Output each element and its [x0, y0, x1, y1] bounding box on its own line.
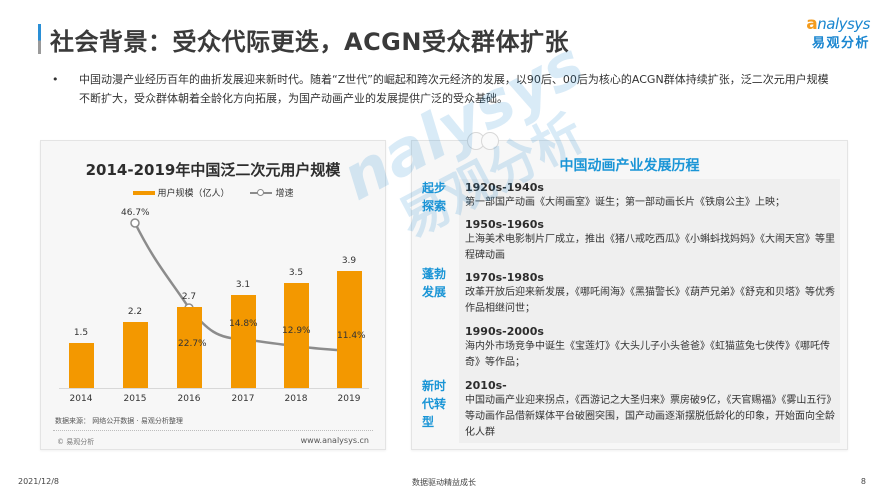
entry-desc: 上海美术电影制片厂成立，推出《猪八戒吃西瓜》《小蝌蚪找妈妈》《大闹天宫》等里程碑… — [465, 234, 835, 261]
x-tick-label: 2019 — [337, 394, 361, 404]
copyright: © 易观分析 — [57, 438, 95, 446]
page-title: 社会背景：受众代际更迭，ACGN受众群体扩张 — [50, 28, 569, 56]
x-tick-label: 2016 — [177, 394, 201, 404]
page-number: 8 — [860, 477, 866, 486]
timeline-entry: 1990s-2000s 海内外市场竞争中诞生《宝莲灯》《大头儿子小头爸爸》《虹猫… — [465, 325, 835, 371]
bar-2015 — [122, 322, 148, 388]
phase-label-line: 探索 — [422, 199, 447, 213]
phase-label-line: 蓬勃 — [422, 267, 447, 281]
legend-line-label: 增速 — [275, 189, 294, 199]
legend-line-swatch-icon — [250, 188, 273, 196]
phase-label-start: 起步 探索 — [422, 179, 452, 215]
entry-era: 1970s-1980s — [465, 271, 544, 284]
phase-label-line: 新时 — [422, 379, 447, 393]
bar-2019 — [336, 271, 362, 388]
timeline-entry: 1920s-1940s 第一部国产动画《大闹画室》诞生；第一部动画长片《铁扇公主… — [465, 181, 835, 211]
chart-plot-area: 1.5 2014 2.2 2015 2.7 2016 3.1 2017 3.5 2018 3.9 20… — [41, 141, 387, 451]
entry-era: 1920s-1940s — [465, 181, 544, 194]
phase-label-line: 起步 — [422, 181, 447, 195]
timeline-background — [459, 179, 840, 443]
footer-slogan: 数据驱动精益成长 — [412, 478, 476, 487]
growth-rate-label: 22.7% — [178, 339, 207, 349]
bar-value-label: 3.9 — [341, 256, 357, 266]
legend-bar-label: 用户规模（亿人） — [157, 189, 230, 199]
footer-date: 2021/12/8 — [18, 477, 60, 486]
website-link[interactable]: www.analysys.cn — [300, 436, 369, 445]
growth-rate-line — [130, 218, 354, 356]
bar-2018 — [283, 283, 309, 388]
phase-label-line: 型 — [422, 415, 435, 429]
entry-desc: 中国动画产业迎来拐点，《西游记之大圣归来》票房破9亿，《天官赐福》《雾山五行》等… — [465, 395, 835, 438]
binder-rings-icon — [467, 132, 499, 154]
x-tick-label: 2017 — [231, 394, 255, 404]
bar-2014 — [68, 343, 94, 388]
bar-value-label: 1.5 — [73, 328, 89, 338]
analysys-logo: analysys 易观分析 — [806, 14, 870, 51]
entry-desc: 海内外市场竞争中诞生《宝莲灯》《大头儿子小头爸爸》《虹猫蓝兔七侠传》《哪吒传奇》… — [465, 341, 830, 368]
phase-label-new-era: 新时 代转 型 — [422, 377, 452, 431]
timeline-title: 中国动画产业发展历程 — [559, 158, 700, 174]
x-tick-label: 2014 — [69, 394, 93, 404]
growth-rate-label: 14.8% — [229, 319, 258, 329]
entry-era: 1990s-2000s — [465, 325, 544, 338]
bar-2016 — [176, 307, 202, 388]
logo-wordmark: analysys — [806, 14, 870, 34]
x-axis-line — [59, 388, 369, 389]
chart-legend: 用户规模（亿人） 增速 — [41, 186, 385, 199]
bar-value-label: 3.5 — [288, 268, 304, 278]
timeline-entry: 2010s- 中国动画产业迎来拐点，《西游记之大圣归来》票房破9亿，《天官赐福》… — [465, 379, 835, 441]
chart-panel: 2014-2019年中国泛二次元用户规模 用户规模（亿人） 增速 1.5 2014… — [40, 140, 386, 450]
intro-paragraph: • 中国动漫产业经历百年的曲折发展迎来新时代。随着“Z世代”的崛起和跨次元经济的… — [52, 70, 832, 108]
entry-era: 2010s- — [465, 379, 507, 392]
timeline-entry: 1970s-1980s 改革开放后迎来新发展，《哪吒闹海》《黑猫警长》《葫芦兄弟… — [465, 271, 835, 317]
timeline-entry: 1950s-1960s 上海美术电影制片厂成立，推出《猪八戒吃西瓜》《小蝌蚪找妈… — [465, 218, 835, 264]
legend-bar-swatch-icon — [132, 190, 155, 195]
divider — [53, 430, 373, 431]
bullet-icon: • — [52, 73, 59, 86]
phase-label-boom: 蓬勃 发展 — [422, 265, 452, 301]
chart-title: 2014-2019年中国泛二次元用户规模 — [85, 161, 341, 179]
growth-rate-label: 46.7% — [121, 208, 150, 218]
data-source: 数据来源： 网络公开数据 · 易观分析整理 — [55, 417, 183, 425]
entry-desc: 第一部国产动画《大闹画室》诞生；第一部动画长片《铁扇公主》上映； — [465, 197, 785, 208]
timeline-panel: 中国动画产业发展历程 起步 探索 蓬勃 发展 新时 代转 型 1920s-194… — [411, 132, 848, 450]
title-accent-bar — [38, 24, 41, 54]
growth-rate-label: 12.9% — [282, 326, 311, 336]
bar-2017 — [230, 295, 256, 388]
growth-rate-label: 11.4% — [337, 331, 366, 341]
phase-label-line: 发展 — [422, 285, 447, 299]
bar-value-label: 2.7 — [181, 292, 197, 302]
logo-text-cn: 易观分析 — [811, 36, 870, 51]
intro-text: 中国动漫产业经历百年的曲折发展迎来新时代。随着“Z世代”的崛起和跨次元经济的发展… — [79, 73, 829, 105]
logo-swoosh-icon: a — [806, 14, 818, 34]
entry-era: 1950s-1960s — [465, 218, 544, 231]
bar-value-label: 3.1 — [235, 280, 251, 290]
entry-desc: 改革开放后迎来新发展，《哪吒闹海》《黑猫警长》《葫芦兄弟》《舒克和贝塔》等优秀作… — [465, 287, 835, 314]
x-tick-label: 2015 — [123, 394, 147, 404]
x-tick-label: 2018 — [284, 394, 308, 404]
logo-text-en: nalysys — [817, 15, 870, 33]
phase-label-line: 代转 — [422, 397, 447, 411]
bar-value-label: 2.2 — [127, 307, 143, 317]
